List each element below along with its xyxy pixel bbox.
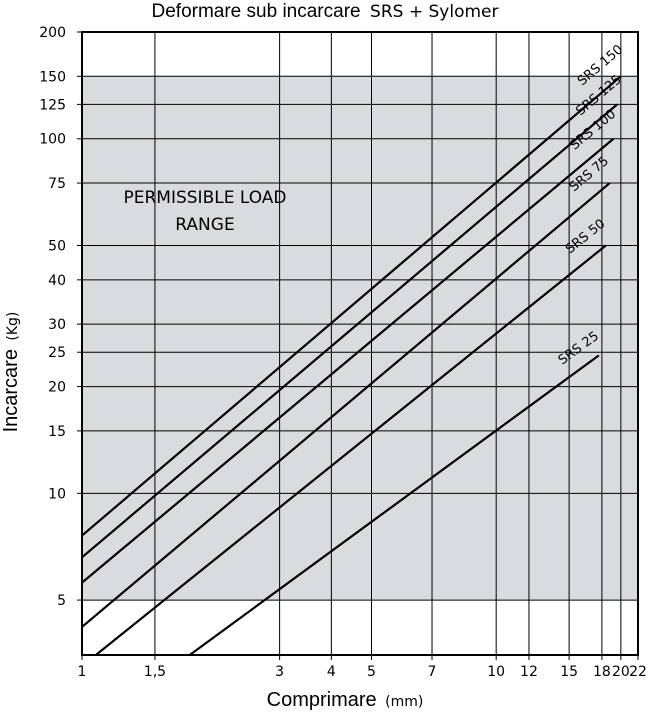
y-tick-label: 100: [39, 132, 66, 148]
y-tick-label: 125: [39, 97, 66, 113]
series-line: [81, 103, 618, 559]
series-line: [81, 137, 615, 584]
x-tick-label: 22: [629, 664, 647, 680]
y-tick-label: 50: [48, 238, 66, 254]
x-tick-label: 12: [520, 664, 538, 680]
permissible-range-band: [82, 76, 638, 601]
plot-border: [81, 31, 639, 656]
y-tick-label: 10: [48, 486, 66, 502]
permissible-range-label-line: RANGE: [175, 215, 234, 235]
y-axis-label: Incarcare (Kg): [0, 312, 22, 433]
series-line: [95, 244, 607, 656]
permissible-range-label-line: PERMISSIBLE LOAD: [123, 188, 286, 208]
x-tick-label: 20: [612, 664, 630, 680]
x-tick-label: 1: [78, 664, 87, 680]
series-line: [189, 354, 600, 656]
y-tick-label: 30: [48, 317, 66, 333]
y-tick-label: 20: [48, 380, 66, 396]
x-axis-label: Comprimare (mm): [267, 689, 424, 711]
x-axis-label-unit: (mm): [385, 694, 423, 710]
y-tick-label: 25: [48, 345, 66, 361]
chart-title-suffix: SRS + Sylomer: [370, 2, 498, 22]
x-axis-label-main: Comprimare: [267, 689, 377, 711]
x-tick-label: 1,5: [144, 664, 166, 680]
x-tick-label: 3: [275, 664, 284, 680]
y-tick-labels: 5 10 15 20 25 30 40 50 75 100 125 150 200: [39, 25, 82, 609]
y-tick-label: 5: [57, 593, 66, 609]
y-tick-label: 150: [39, 69, 66, 85]
y-axis-label-unit: (Kg): [5, 312, 21, 341]
series-line: [81, 75, 622, 537]
x-tick-label: 10: [487, 664, 505, 680]
x-tick-label: 15: [560, 664, 578, 680]
chart-title-main: Deformare sub incarcare: [152, 1, 361, 22]
y-tick-label: 200: [39, 25, 66, 41]
permissible-range-label: PERMISSIBLE LOAD RANGE: [123, 188, 286, 235]
x-tick-label: 7: [428, 664, 437, 680]
y-tick-label: 75: [48, 176, 66, 192]
x-tick-label: 4: [327, 664, 336, 680]
x-tick-label: 5: [367, 664, 376, 680]
grid-lines: [82, 32, 638, 655]
y-axis-label-main: Incarcare: [0, 349, 22, 432]
permissible-range-rect: [82, 76, 638, 601]
y-tick-label: 40: [48, 273, 66, 289]
series-line: [81, 182, 611, 628]
plot-frame: [81, 31, 639, 656]
y-tick-label: 15: [48, 424, 66, 440]
x-tick-labels: 1 1,5 3 4 5 7 10 12 15 18 20 22: [78, 655, 647, 680]
x-tick-label: 18: [593, 664, 611, 680]
chart-title: Deformare sub incarcare SRS + Sylomer: [152, 1, 499, 22]
